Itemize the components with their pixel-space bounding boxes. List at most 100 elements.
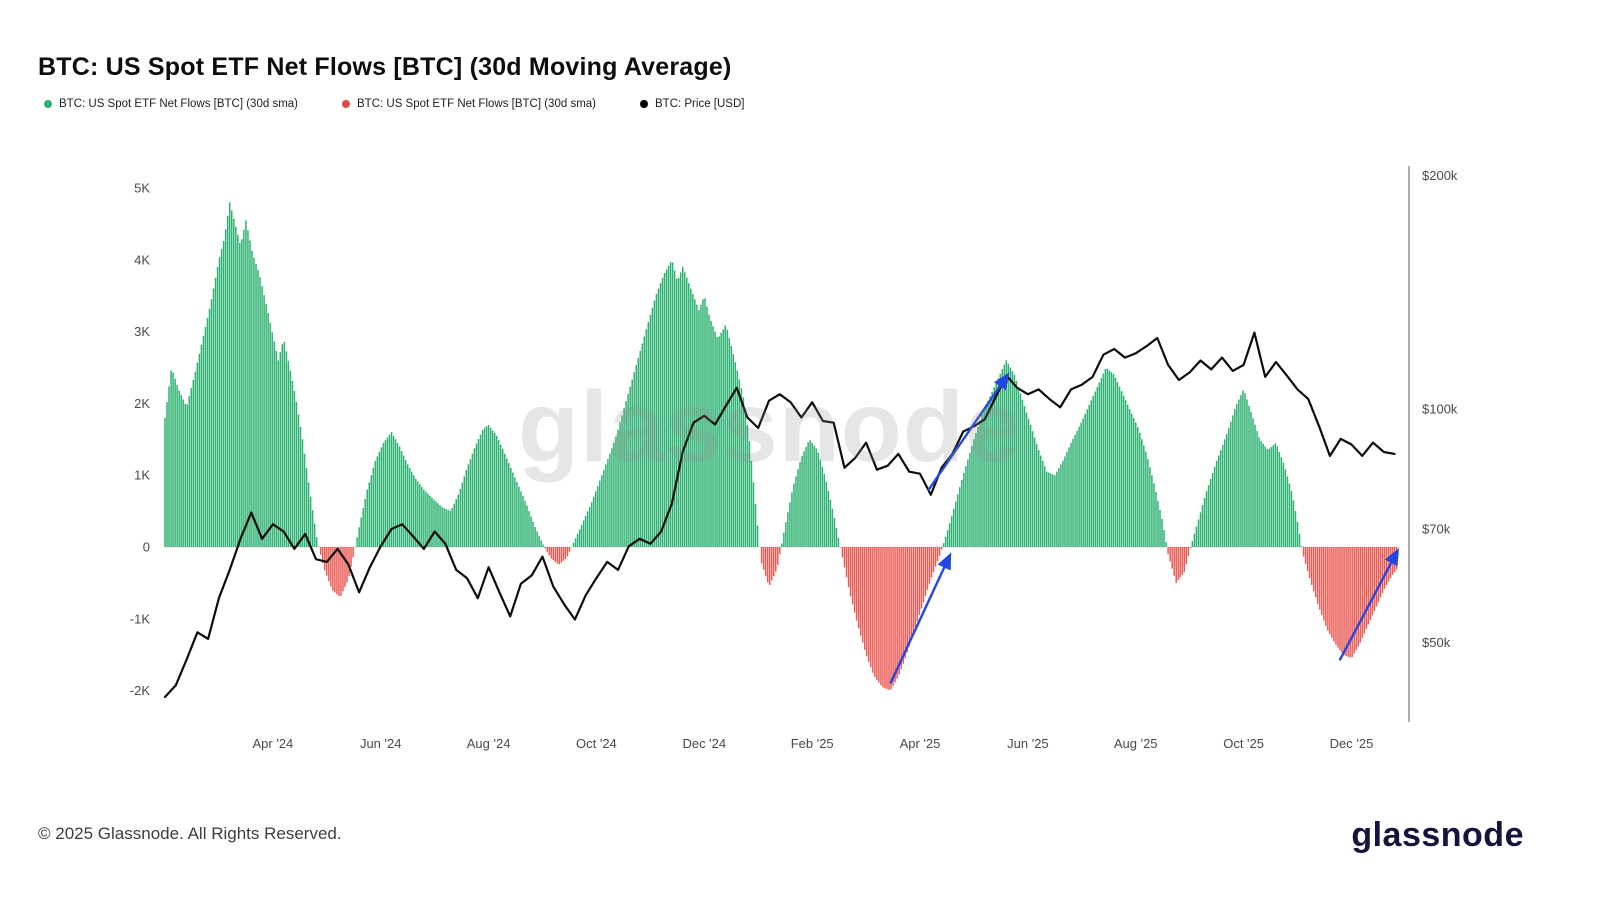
flow-bar	[1068, 447, 1070, 547]
flow-bar	[979, 420, 981, 547]
flow-bar	[388, 434, 391, 547]
flow-bar	[590, 502, 593, 547]
legend-dot-black-icon	[640, 100, 648, 108]
flow-bar	[592, 496, 595, 547]
chart-legend: BTC: US Spot ETF Net Flows [BTC] (30d sm…	[44, 98, 744, 110]
flow-bar	[1155, 491, 1157, 547]
flow-bar	[959, 487, 961, 547]
flow-bar	[386, 437, 389, 547]
flow-bar	[170, 370, 172, 547]
flow-bar	[744, 408, 747, 547]
flow-bar	[265, 304, 267, 547]
flow-bar	[981, 414, 983, 547]
flow-bar	[1361, 547, 1363, 638]
flow-bar	[382, 442, 385, 547]
left-axis-tick-label: 0	[143, 540, 150, 555]
flow-bar	[443, 508, 445, 547]
flow-bar	[623, 408, 625, 547]
flow-bar	[580, 524, 583, 547]
flow-bar	[241, 239, 243, 547]
flow-bar	[305, 468, 308, 547]
flow-bar	[1254, 424, 1256, 547]
flow-bar	[1223, 439, 1226, 547]
flow-bar	[384, 440, 387, 547]
flow-bar	[1308, 547, 1311, 579]
flow-bar	[908, 547, 910, 647]
flow-bar	[1023, 406, 1026, 547]
flow-bar	[681, 266, 684, 547]
flow-bar	[358, 527, 360, 547]
flow-bar	[1080, 422, 1082, 547]
flow-bar	[497, 440, 500, 547]
legend-item-netflows-positive[interactable]: BTC: US Spot ETF Net Flows [BTC] (30d sm…	[44, 98, 298, 110]
flow-bar	[243, 229, 245, 548]
flow-bar	[210, 299, 213, 547]
flow-bar	[1379, 547, 1382, 598]
flow-bar	[487, 424, 490, 547]
flow-bar	[700, 304, 702, 547]
flow-bar	[1367, 547, 1370, 625]
flow-bar	[1226, 433, 1228, 547]
flow-bar	[975, 433, 977, 547]
flow-bar	[548, 547, 550, 556]
flow-bar	[1013, 374, 1016, 547]
flow-bar	[1139, 432, 1141, 547]
flow-bar	[872, 547, 874, 673]
flow-bar	[269, 322, 271, 547]
flow-bar	[1179, 547, 1181, 578]
flow-bar	[1005, 360, 1008, 547]
flow-bar	[793, 483, 795, 547]
flow-bar	[669, 262, 672, 547]
legend-dot-green-icon	[44, 100, 52, 108]
flow-bar	[857, 547, 860, 629]
flow-bar	[734, 362, 737, 547]
flow-bar	[989, 396, 991, 547]
flow-bar	[1211, 472, 1214, 547]
flow-bar	[324, 547, 326, 571]
flow-bar	[340, 547, 342, 596]
legend-label: BTC: US Spot ETF Net Flows [BTC] (30d sm…	[357, 98, 596, 110]
flow-bar	[1167, 547, 1169, 555]
flow-bar	[542, 544, 544, 547]
flow-bar	[843, 547, 846, 568]
flow-bar	[1118, 386, 1121, 547]
flow-bar	[348, 547, 350, 577]
flow-bar	[544, 547, 546, 549]
flow-bar	[1373, 547, 1376, 612]
flow-bar	[1048, 472, 1050, 547]
flow-bar	[504, 453, 506, 547]
flow-bar	[1072, 438, 1074, 547]
flow-bar	[1153, 483, 1155, 547]
legend-dot-red-icon	[342, 100, 350, 108]
flow-bar	[1084, 413, 1086, 547]
flow-bar	[1086, 409, 1088, 547]
flow-bar	[647, 322, 650, 547]
flow-bar	[1019, 393, 1022, 547]
flow-bar	[439, 505, 441, 547]
flow-bar	[540, 540, 542, 547]
flow-bar	[576, 533, 579, 547]
right-axis-tick-label: $70k	[1422, 522, 1451, 537]
flow-bar	[1070, 442, 1072, 547]
flow-bar	[319, 547, 322, 555]
trend-arrow	[1338, 548, 1399, 661]
flow-bar	[1185, 547, 1188, 565]
flow-bar	[582, 520, 585, 547]
flow-bar	[651, 307, 654, 547]
legend-item-netflows-negative[interactable]: BTC: US Spot ETF Net Flows [BTC] (30d sm…	[342, 98, 596, 110]
flow-bar	[963, 472, 965, 547]
flow-bar	[595, 491, 597, 547]
flow-bar	[704, 298, 706, 547]
flow-bar	[1011, 371, 1014, 547]
flow-bar	[1357, 547, 1359, 647]
flow-bar	[1076, 430, 1078, 547]
flow-bar	[441, 506, 443, 547]
flow-bar	[309, 496, 312, 547]
flow-bar	[554, 547, 557, 562]
legend-item-price[interactable]: BTC: Price [USD]	[640, 98, 744, 110]
flow-bar	[597, 485, 599, 547]
flow-bar	[718, 336, 720, 547]
flow-bar	[811, 442, 813, 547]
flow-bar	[574, 538, 577, 547]
